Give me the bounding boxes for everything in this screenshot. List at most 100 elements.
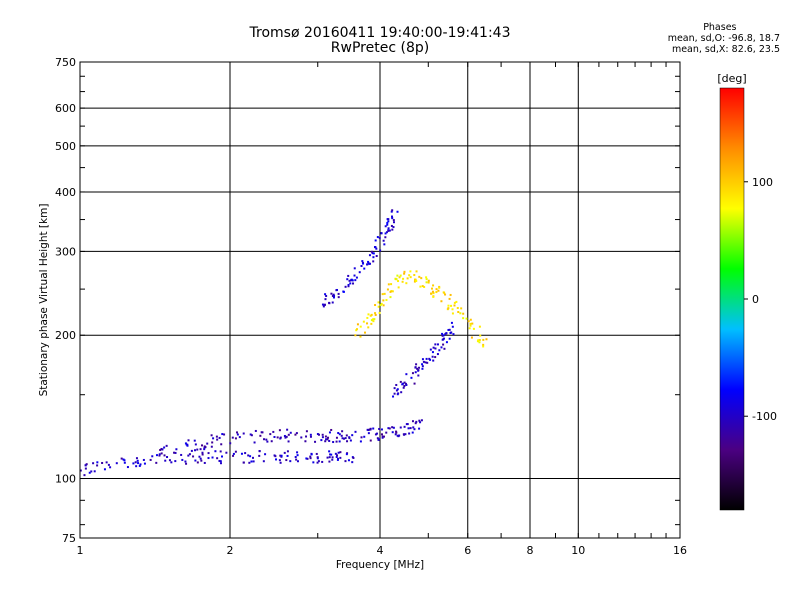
echo-point — [387, 229, 390, 232]
echo-point — [196, 461, 199, 464]
echo-point — [382, 299, 385, 302]
echo-point — [327, 436, 330, 439]
echo-point — [379, 304, 382, 307]
echo-point — [374, 313, 377, 316]
echo-point — [334, 452, 337, 455]
echo-point — [418, 427, 421, 430]
echo-point — [435, 288, 438, 291]
phase-stats: Phases mean, sd,O: -96.8, 18.7 mean, sd,… — [668, 22, 780, 55]
echo-point — [414, 366, 417, 369]
echo-point — [196, 448, 199, 451]
echo-point — [403, 425, 406, 428]
echo-point — [254, 429, 257, 432]
echo-point — [408, 432, 411, 435]
echo-point — [132, 462, 135, 465]
echo-point — [321, 303, 324, 306]
echo-point — [194, 449, 197, 452]
echo-point — [418, 419, 421, 422]
echo-point — [355, 329, 358, 332]
echo-point — [379, 249, 382, 252]
echo-point — [309, 433, 312, 436]
echo-point — [258, 454, 261, 457]
echo-point — [407, 427, 410, 430]
echo-point — [438, 349, 441, 352]
echo-point — [219, 462, 222, 465]
echo-point — [284, 436, 287, 439]
echo-point — [314, 440, 317, 443]
echo-point — [421, 285, 424, 288]
echo-point — [139, 463, 142, 466]
echo-point — [135, 465, 138, 468]
echo-point — [194, 459, 197, 462]
echo-point — [392, 395, 395, 398]
echo-point — [185, 462, 188, 465]
echo-point — [326, 438, 329, 441]
echo-point — [467, 320, 470, 323]
y-tick-label: 400 — [55, 186, 76, 199]
echo-point — [429, 358, 432, 361]
echo-point — [391, 209, 394, 212]
echo-point — [405, 373, 408, 376]
echo-point — [309, 457, 312, 460]
echo-point — [479, 334, 482, 337]
echo-point — [279, 461, 282, 464]
echo-point — [421, 365, 424, 368]
echo-point — [380, 433, 383, 436]
echo-point — [355, 276, 358, 279]
echo-point — [455, 300, 458, 303]
echo-point — [296, 451, 299, 454]
echo-point — [151, 455, 154, 458]
echo-point — [368, 254, 371, 257]
echo-point — [414, 278, 417, 281]
echo-point — [367, 429, 370, 432]
echo-point — [396, 210, 399, 213]
echo-point — [362, 262, 365, 265]
echo-point — [210, 445, 213, 448]
echo-point — [344, 460, 347, 463]
y-tick-label: 100 — [55, 473, 76, 486]
echo-point — [309, 455, 312, 458]
echo-point — [337, 432, 340, 435]
echo-point — [250, 460, 253, 463]
echo-point — [386, 221, 389, 224]
echo-point — [380, 428, 383, 431]
echo-point — [358, 271, 361, 274]
echo-point — [159, 448, 162, 451]
echo-point — [350, 278, 353, 281]
echo-point — [324, 440, 327, 443]
echo-point — [340, 434, 343, 437]
echo-point — [377, 305, 380, 308]
echo-point — [438, 286, 441, 289]
echo-point — [170, 461, 173, 464]
echo-point — [432, 346, 435, 349]
echo-point — [219, 460, 222, 463]
echo-point — [427, 279, 430, 282]
colorbar-tick-label: -100 — [752, 410, 777, 423]
echo-point — [174, 451, 177, 454]
echo-point — [342, 290, 345, 293]
echo-point — [347, 459, 350, 462]
echo-point — [339, 456, 342, 459]
echo-point — [440, 300, 443, 303]
echo-point — [422, 360, 425, 363]
echo-point — [190, 449, 193, 452]
echo-point — [216, 438, 219, 441]
echo-point — [203, 445, 206, 448]
echo-point — [419, 285, 422, 288]
echo-point — [249, 455, 252, 458]
echo-point — [354, 334, 357, 337]
echo-point — [346, 278, 349, 281]
echo-point — [370, 313, 373, 316]
x-tick-label: 1 — [77, 544, 84, 557]
echo-point — [232, 452, 235, 455]
echo-point — [456, 307, 459, 310]
echo-point — [430, 287, 433, 290]
echo-points — [79, 209, 488, 477]
echo-point — [294, 456, 297, 459]
echo-point — [336, 457, 339, 460]
echo-point — [436, 343, 439, 346]
echo-point — [85, 463, 88, 466]
echo-point — [399, 274, 402, 277]
echo-point — [386, 288, 389, 291]
echo-point — [420, 419, 423, 422]
